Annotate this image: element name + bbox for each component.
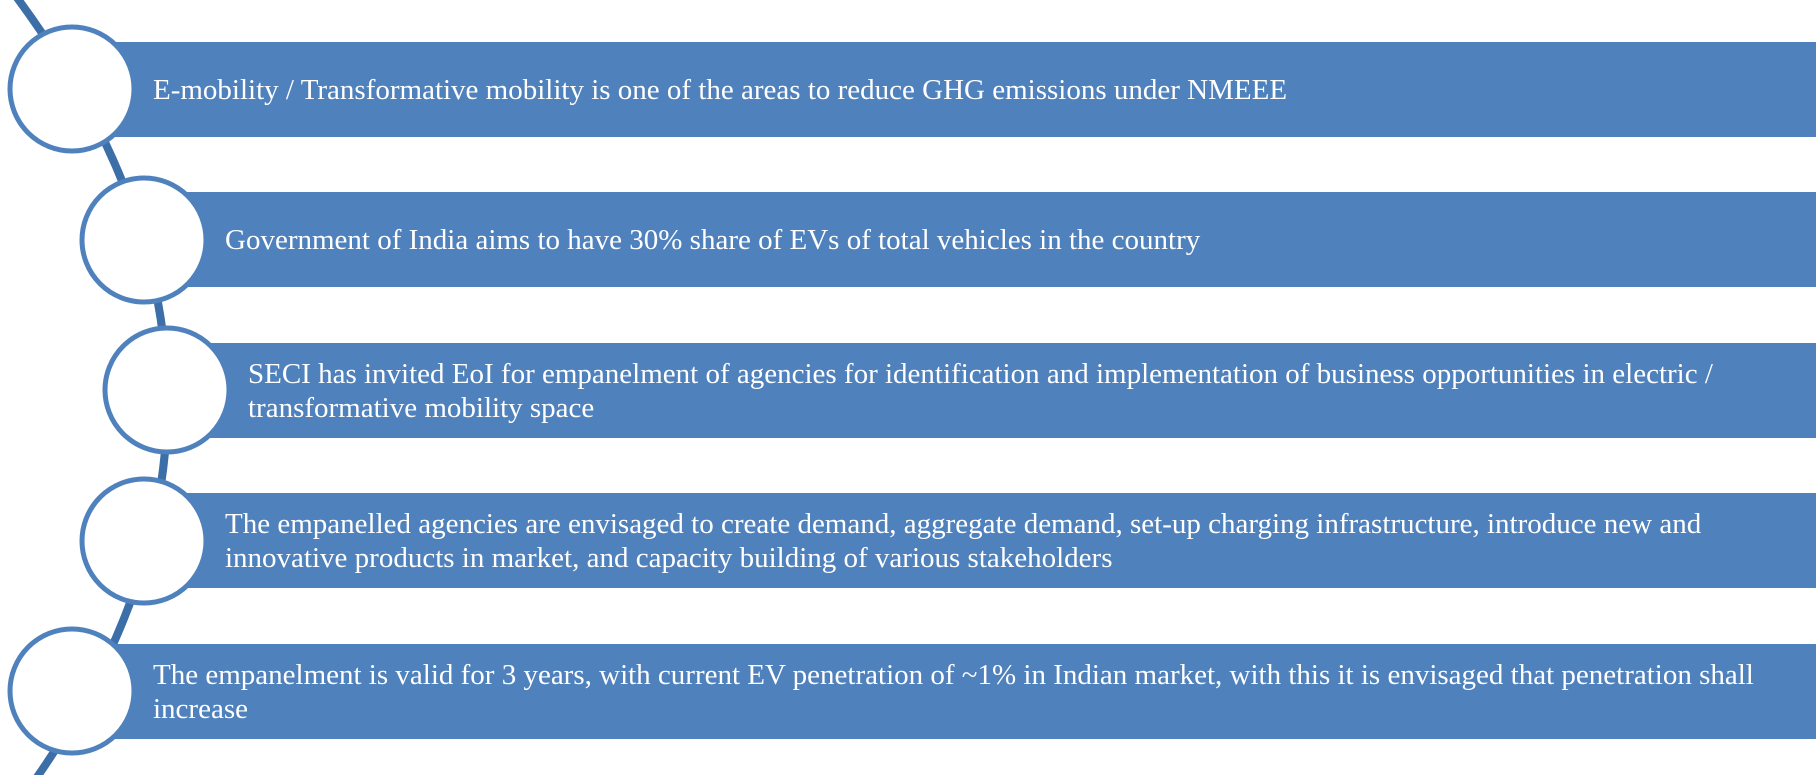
bullet-circle xyxy=(79,175,209,305)
item-text: The empanelment is valid for 3 years, wi… xyxy=(153,658,1754,725)
item-text: The empanelled agencies are envisaged to… xyxy=(225,507,1702,574)
list-bar: E-mobility / Transformative mobility is … xyxy=(72,42,1816,137)
list-bar: SECI has invited EoI for empanelment of … xyxy=(167,343,1816,438)
bullet-circle xyxy=(102,325,232,455)
item-text: E-mobility / Transformative mobility is … xyxy=(153,73,1288,106)
list-bar: The empanelment is valid for 3 years, wi… xyxy=(72,644,1816,739)
bullet-circle xyxy=(79,476,209,606)
list-bar: Government of India aims to have 30% sha… xyxy=(144,192,1816,287)
bullet-circle xyxy=(7,626,137,756)
bullet-circle xyxy=(7,24,137,154)
item-text: SECI has invited EoI for empanelment of … xyxy=(248,357,1713,424)
item-text: Government of India aims to have 30% sha… xyxy=(225,223,1201,256)
list-bar: The empanelled agencies are envisaged to… xyxy=(144,493,1816,588)
